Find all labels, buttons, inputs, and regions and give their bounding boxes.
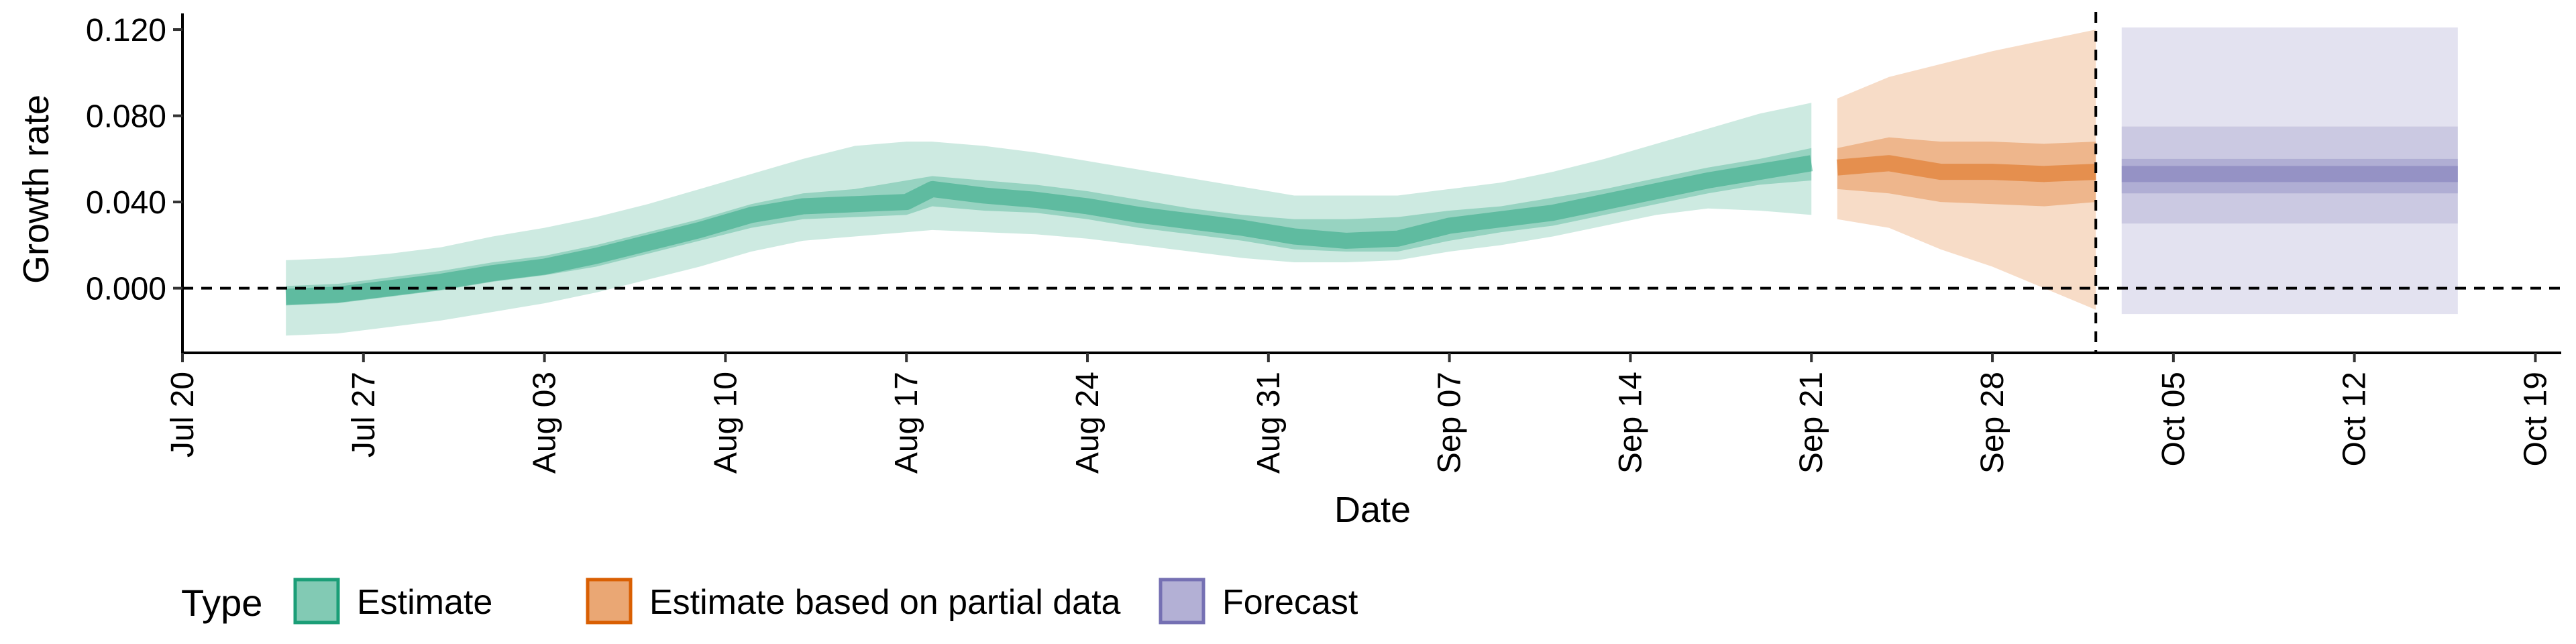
y-tick-label: 0.080 xyxy=(86,99,166,135)
forecast-90-band xyxy=(2121,126,2458,224)
x-tick-label: Aug 10 xyxy=(708,372,743,474)
plot-area xyxy=(182,12,2561,353)
forecast-legend-swatch xyxy=(1159,578,1205,625)
estimate-50-band xyxy=(286,148,1812,306)
x-axis-title: Date xyxy=(1334,490,1411,530)
x-tick-label: Jul 27 xyxy=(346,372,382,458)
x-tick-label: Jul 20 xyxy=(165,372,201,458)
estimate-based-on-partial-data-legend-swatch xyxy=(586,578,633,625)
x-tick-label: Aug 31 xyxy=(1251,372,1287,474)
forecast-legend-label: Forecast xyxy=(1222,583,1358,622)
x-tick-label: Sep 14 xyxy=(1613,372,1648,474)
y-tick-label: 0.000 xyxy=(86,272,166,307)
x-tick-label: Sep 28 xyxy=(1975,372,2010,474)
x-tick-label: Sep 07 xyxy=(1432,372,1468,474)
x-tick-label: Sep 21 xyxy=(1794,372,1829,474)
x-tick-label: Aug 03 xyxy=(527,372,563,474)
estimate-legend-label: Estimate xyxy=(357,583,492,622)
x-tick-label: Aug 24 xyxy=(1070,372,1106,474)
estimate-based-on-partial-data-median-line xyxy=(1836,155,2096,182)
estimate-legend-swatch xyxy=(293,578,340,625)
y-tick-label: 0.120 xyxy=(86,13,166,48)
legend-title: Type xyxy=(181,582,262,624)
estimate-based-on-partial-data-legend-label: Estimate based on partial data xyxy=(649,583,1121,622)
x-tick-label: Oct 05 xyxy=(2156,372,2192,466)
forecast-outer-band xyxy=(2121,27,2458,315)
estimate-based-on-partial-data-90-band xyxy=(1837,30,2096,310)
x-tick-label: Oct 19 xyxy=(2518,372,2553,466)
x-tick-label: Aug 17 xyxy=(889,372,924,474)
forecast-50-band xyxy=(2121,158,2458,194)
y-axis-title: Growth rate xyxy=(16,95,56,284)
axes: 0.000 0.040 0.080 0.120 Jul 20 Jul 27 Aug 03 Au… xyxy=(86,13,2561,474)
estimate-median-line xyxy=(285,155,1813,305)
x-tick-label: Oct 12 xyxy=(2337,372,2373,466)
y-tick-label: 0.040 xyxy=(86,185,166,221)
legend: Type Estimate Estimate based on partial d… xyxy=(181,578,1358,625)
estimate-90-band xyxy=(286,103,1812,336)
estimate-based-on-partial-data-50-band xyxy=(1837,137,2096,207)
